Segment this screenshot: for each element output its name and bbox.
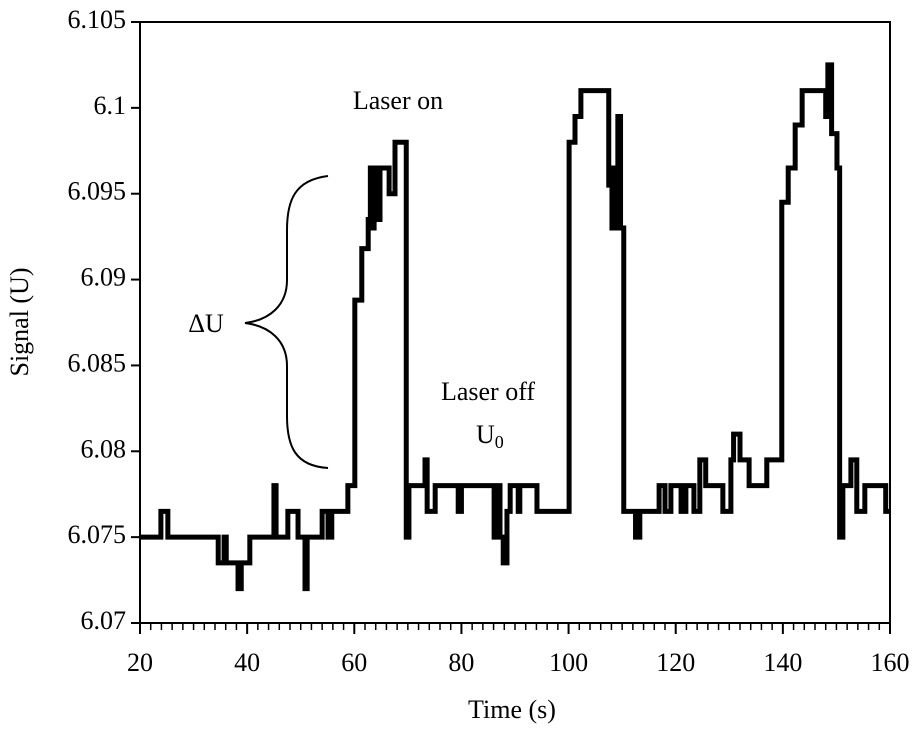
y-tick-label: 6.095: [68, 177, 127, 206]
annotation-subscript: 0: [495, 432, 504, 452]
y-tick-label: 6.08: [81, 434, 127, 463]
y-tick-label: 6.085: [68, 348, 127, 377]
annotation: U0: [476, 420, 504, 452]
x-tick-label: 120: [656, 648, 695, 677]
y-tick-label: 6.075: [68, 520, 127, 549]
y-tick-label: 6.1: [94, 91, 127, 120]
annotation-main: U: [476, 420, 495, 449]
x-tick-label: 160: [871, 648, 910, 677]
y-tick-label: 6.07: [81, 606, 127, 635]
annotation: Laser off: [441, 377, 535, 406]
x-tick-label: 140: [763, 648, 802, 677]
signal-line: [140, 62, 890, 592]
x-tick-label: 100: [549, 648, 588, 677]
x-tick-label: 60: [341, 648, 367, 677]
x-tick-label: 80: [448, 648, 474, 677]
brace: [244, 175, 329, 469]
y-tick-label: 6.105: [68, 5, 127, 34]
x-axis-label: Time (s): [468, 695, 556, 724]
y-tick-label: 6.09: [81, 263, 127, 292]
x-tick-label: 20: [127, 648, 153, 677]
y-axis-label: Signal (U): [5, 267, 34, 376]
annotation: Laser on: [353, 86, 443, 115]
annotation: ΔU: [188, 309, 224, 338]
x-tick-label: 40: [234, 648, 260, 677]
